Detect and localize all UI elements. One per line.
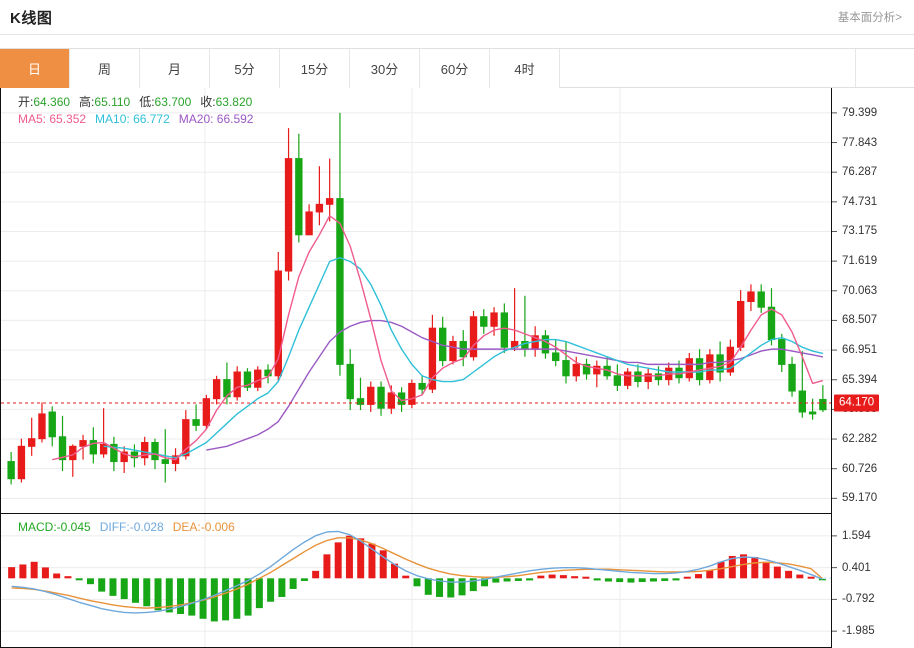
- tab-7[interactable]: 4时: [490, 49, 560, 88]
- timeframe-tabbar: 日 周 月 5分 15分 30分 60分 4时: [0, 48, 914, 88]
- current-price-tag: 64.170: [834, 394, 880, 412]
- tab-label: 15分: [300, 62, 329, 77]
- ohlc-value: 65.110: [94, 95, 131, 109]
- ohlc-item: 收:63.820: [200, 95, 252, 109]
- tab-label: 60分: [440, 62, 469, 77]
- price-panel-bottom-border: [0, 513, 832, 514]
- chart-area: 开:64.360 高:65.110 低:63.700 收:63.820 MA5: 65…: [0, 88, 914, 648]
- price-axis-divider: [831, 88, 832, 514]
- tabbar-filler: [560, 49, 856, 87]
- price-tick-label: 73.175: [842, 225, 878, 238]
- price-tick-label: 66.951: [842, 344, 878, 357]
- price-tick-label: 62.282: [842, 433, 878, 446]
- page-title: K线图: [10, 9, 53, 27]
- macd-axis-divider: [831, 514, 832, 648]
- macd-tick-label: -0.792: [842, 593, 875, 606]
- ohlc-readout: 开:64.360 高:65.110 低:63.700 收:63.820: [18, 95, 261, 110]
- macd-panel[interactable]: MACD:-0.045 DIFF:-0.028 DEA:-0.006 1.594 0.…: [0, 514, 914, 648]
- ma-item: MA5: 65.352: [18, 112, 87, 126]
- fundamental-analysis-link[interactable]: 基本面分析>: [837, 12, 902, 24]
- tab-1[interactable]: 周: [70, 49, 140, 88]
- ohlc-value: 63.700: [154, 95, 192, 109]
- price-tick-label: 70.063: [842, 284, 878, 297]
- ohlc-item: 低:63.700: [139, 95, 191, 109]
- tab-label: 30分: [370, 62, 399, 77]
- candlestick-plot: [1, 88, 837, 513]
- price-tick-label: 68.507: [842, 314, 878, 327]
- price-tick-label: 60.726: [842, 462, 878, 475]
- price-tick-label: 59.170: [842, 492, 878, 505]
- price-panel[interactable]: 开:64.360 高:65.110 低:63.700 收:63.820 MA5: 65…: [0, 88, 914, 514]
- price-tick-label: 77.843: [842, 136, 878, 149]
- macd-plot: [1, 514, 837, 647]
- tab-3[interactable]: 5分: [210, 49, 280, 88]
- price-panel-left-border: [0, 88, 1, 514]
- tab-label: 周: [97, 62, 111, 77]
- tab-2[interactable]: 月: [140, 49, 210, 88]
- page-header: K线图 基本面分析>: [0, 0, 914, 34]
- macd-tick-label: 1.594: [842, 529, 871, 542]
- tab-label: 5分: [234, 62, 255, 77]
- price-tick-label: 71.619: [842, 255, 878, 268]
- ohlc-value: 63.820: [215, 95, 253, 109]
- macd-tick-label: 0.401: [842, 561, 871, 574]
- tabbar-end-pad: [856, 49, 914, 87]
- macd-item: MACD:-0.045: [18, 520, 91, 534]
- price-tick-label: 65.394: [842, 373, 878, 386]
- macd-item: DEA:-0.006: [172, 520, 235, 534]
- ohlc-item: 高:65.110: [79, 95, 130, 109]
- tab-5[interactable]: 30分: [350, 49, 420, 88]
- macd-readout: MACD:-0.045 DIFF:-0.028 DEA:-0.006: [18, 520, 244, 534]
- macd-item: DIFF:-0.028: [99, 520, 164, 534]
- ohlc-label: 低:: [139, 95, 155, 109]
- tab-4[interactable]: 15分: [280, 49, 350, 88]
- ma-readout: MA5: 65.352 MA10: 66.772 MA20: 66.592: [18, 112, 262, 127]
- price-tick-label: 79.399: [842, 106, 878, 119]
- tab-0[interactable]: 日: [0, 49, 70, 88]
- tab-label: 日: [27, 62, 41, 77]
- price-tick-label: 76.287: [842, 166, 878, 179]
- macd-tick-label: -1.985: [842, 625, 875, 638]
- ohlc-value: 64.360: [33, 95, 71, 109]
- tab-label: 4时: [514, 62, 535, 77]
- ohlc-item: 开:64.360: [18, 95, 70, 109]
- ma-item: MA20: 66.592: [178, 112, 254, 126]
- ohlc-label: 收:: [200, 95, 216, 109]
- ohlc-label: 开:: [18, 95, 34, 109]
- tab-6[interactable]: 60分: [420, 49, 490, 88]
- ohlc-label: 高:: [79, 95, 95, 109]
- price-tick-label: 74.731: [842, 195, 878, 208]
- ma-item: MA10: 66.772: [95, 112, 170, 126]
- header-divider: [0, 34, 914, 35]
- tab-label: 月: [167, 62, 181, 77]
- macd-panel-left-border: [0, 514, 1, 648]
